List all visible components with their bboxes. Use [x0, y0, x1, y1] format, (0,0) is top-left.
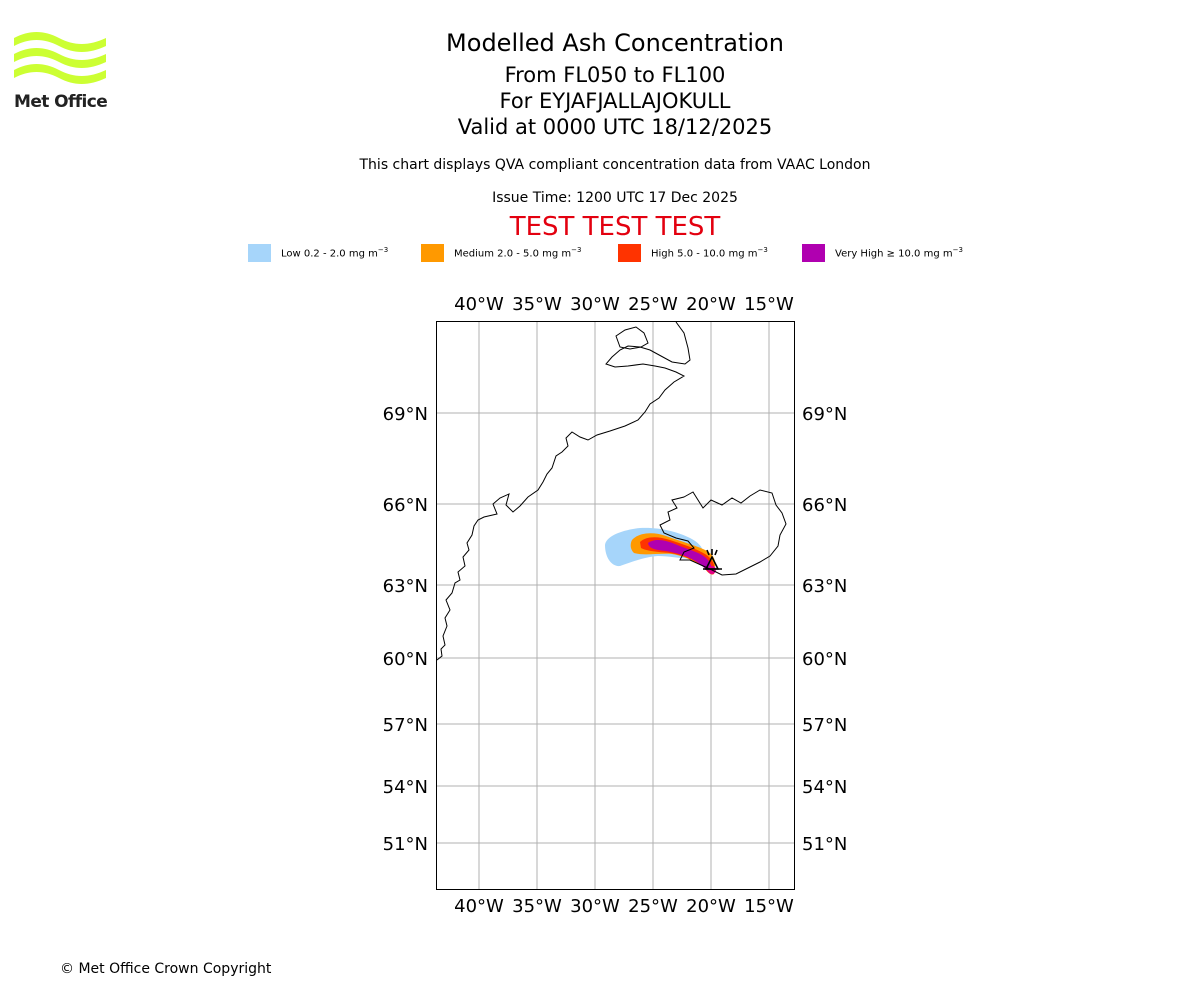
lon-label-top: 15°W	[744, 294, 794, 315]
legend-swatch-high	[618, 244, 641, 262]
lat-label-left: 60°N	[383, 649, 428, 670]
concentration-legend: Low 0.2 - 2.0 mg m−3 Medium 2.0 - 5.0 mg…	[0, 244, 1200, 264]
lat-labels-left: 69°N 66°N 63°N 60°N 57°N 54°N 51°N	[383, 404, 428, 855]
issue-time: Issue Time: 1200 UTC 17 Dec 2025	[492, 190, 738, 206]
lat-label-right: 63°N	[802, 576, 847, 597]
lon-label-bottom: 20°W	[686, 896, 736, 917]
lat-label-left: 51°N	[383, 834, 428, 855]
lat-label-left: 66°N	[383, 495, 428, 516]
legend-swatch-very-high	[802, 244, 825, 262]
lon-label-bottom: 40°W	[454, 896, 504, 917]
lon-label-bottom: 35°W	[512, 896, 562, 917]
chart-description: This chart displays QVA compliant concen…	[359, 157, 871, 173]
copyright-notice: © Met Office Crown Copyright	[60, 961, 272, 977]
volcano-marker-icon	[703, 549, 722, 570]
lon-labels-bottom: 40°W 35°W 30°W 25°W 20°W 15°W	[454, 896, 794, 917]
lon-label-bottom: 15°W	[744, 896, 794, 917]
lat-labels-right: 69°N 66°N 63°N 60°N 57°N 54°N 51°N	[802, 404, 847, 855]
lat-label-left: 54°N	[383, 777, 428, 798]
legend-label-low: Low 0.2 - 2.0 mg m−3	[281, 246, 389, 260]
lat-label-left: 69°N	[383, 404, 428, 425]
map-svg: 40°W 35°W 30°W 25°W 20°W 15°W 40°W 35°W …	[383, 294, 848, 917]
map-gridlines	[437, 322, 794, 889]
map-frame	[436, 321, 795, 890]
legend-swatch-medium	[421, 244, 444, 262]
lat-label-right: 66°N	[802, 495, 847, 516]
test-banner: TEST TEST TEST	[509, 212, 721, 242]
valid-time: Valid at 0000 UTC 18/12/2025	[457, 115, 773, 139]
lat-label-right: 54°N	[802, 777, 847, 798]
legend-item-high: High 5.0 - 10.0 mg m−3	[618, 244, 768, 262]
greenland-coastline	[436, 321, 691, 661]
lat-label-left: 57°N	[383, 715, 428, 736]
flight-level-range: From FL050 to FL100	[504, 63, 726, 87]
lon-label-top: 25°W	[628, 294, 678, 315]
greenland-fjord-coast	[615, 326, 649, 350]
legend-label-medium: Medium 2.0 - 5.0 mg m−3	[454, 246, 582, 260]
lat-label-left: 63°N	[383, 576, 428, 597]
lat-label-right: 69°N	[802, 404, 847, 425]
lon-label-bottom: 25°W	[628, 896, 678, 917]
lat-label-right: 57°N	[802, 715, 847, 736]
met-office-waves-icon	[14, 32, 106, 84]
legend-label-high: High 5.0 - 10.0 mg m−3	[651, 246, 768, 260]
lat-label-right: 60°N	[802, 649, 847, 670]
lat-label-right: 51°N	[802, 834, 847, 855]
iceland-coastline	[659, 489, 787, 576]
lon-label-top: 30°W	[570, 294, 620, 315]
legend-item-low: Low 0.2 - 2.0 mg m−3	[248, 244, 388, 262]
legend-label-very-high: Very High ≥ 10.0 mg m−3	[835, 246, 963, 260]
legend-item-very-high: Very High ≥ 10.0 mg m−3	[802, 244, 963, 262]
lon-labels-top: 40°W 35°W 30°W 25°W 20°W 15°W	[454, 294, 794, 315]
volcano-name: For EYJAFJALLAJOKULL	[499, 89, 731, 113]
lon-label-top: 40°W	[454, 294, 504, 315]
chart-title: Modelled Ash Concentration	[446, 29, 784, 57]
lon-label-bottom: 30°W	[570, 896, 620, 917]
legend-swatch-low	[248, 244, 271, 262]
met-office-logo: Met Office	[14, 30, 109, 112]
lon-label-top: 35°W	[512, 294, 562, 315]
ash-map[interactable]: 40°W 35°W 30°W 25°W 20°W 15°W 40°W 35°W …	[360, 285, 880, 925]
ash-region-very-high	[648, 540, 712, 573]
logo-brand-text: Met Office	[14, 92, 108, 112]
legend-item-medium: Medium 2.0 - 5.0 mg m−3	[421, 244, 581, 262]
lon-label-top: 20°W	[686, 294, 736, 315]
